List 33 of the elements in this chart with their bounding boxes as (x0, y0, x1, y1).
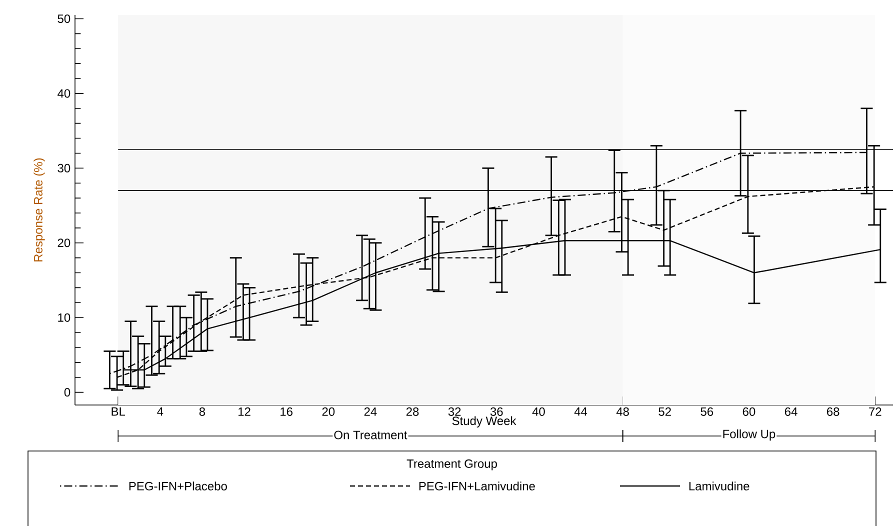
x-tick-label: 36 (490, 407, 503, 416)
x-tick-label: 40 (532, 407, 545, 416)
legend-label: Lamivudine (689, 482, 750, 490)
x-tick-label: 4 (157, 407, 164, 416)
x-axis-title: Study Week (452, 416, 516, 428)
x-tick-label: 24 (364, 407, 377, 416)
y-tick-label: 20 (58, 238, 70, 248)
x-tick-label: 52 (658, 407, 671, 416)
x-tick-label: 48 (616, 407, 629, 416)
y-tick-label: 10 (58, 313, 70, 322)
x-tick-label: BL (112, 407, 126, 416)
x-tick-label: 56 (700, 407, 714, 416)
x-tick-label: 44 (574, 407, 588, 416)
legend-label: PEG-IFN+Lamivudine (419, 482, 535, 490)
legend-title: Treatment Group (406, 459, 497, 470)
x-tick-label: 68 (827, 407, 840, 416)
band-label: On Treatment (334, 430, 408, 440)
x-tick-label: 32 (448, 407, 461, 416)
y-tick-label: 30 (58, 164, 70, 172)
y-tick-label: 0 (64, 388, 70, 397)
x-tick-label: 16 (280, 407, 292, 416)
y-tick-label: 50 (58, 14, 70, 23)
x-tick-label: 72 (869, 407, 882, 416)
x-tick-label: 12 (238, 407, 250, 416)
y-axis-title: Response Rate (%) (34, 158, 45, 262)
x-tick-label: 64 (784, 407, 798, 416)
x-tick-label: 60 (742, 407, 756, 416)
band-label: Follow Up (723, 429, 776, 441)
y-tick-label: 40 (58, 89, 70, 98)
x-tick-label: 28 (406, 407, 419, 416)
x-tick-label: 8 (199, 407, 206, 416)
legend-label: PEG-IFN+Placebo (129, 482, 227, 490)
x-tick-label: 20 (322, 407, 335, 416)
